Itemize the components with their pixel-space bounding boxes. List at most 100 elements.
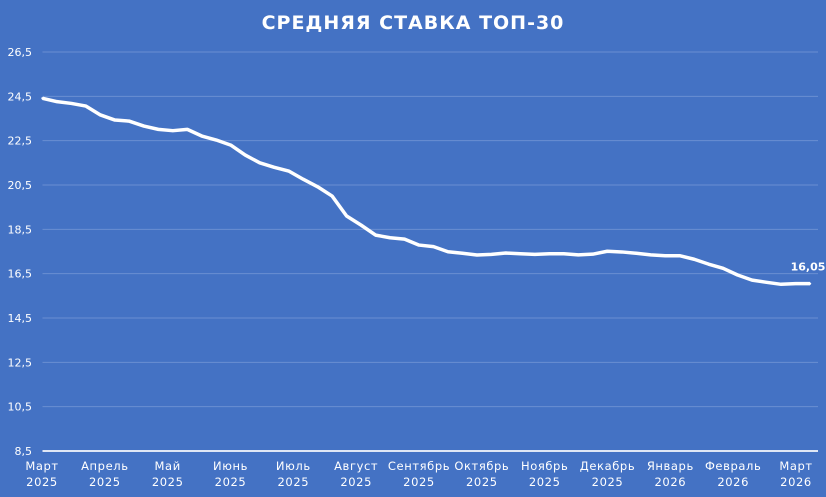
data-point xyxy=(678,254,681,257)
x-tick-label: Февраль 2026 xyxy=(705,459,761,489)
data-point xyxy=(475,253,479,257)
y-tick-label: 14,5 xyxy=(8,312,33,325)
data-point xyxy=(388,236,392,239)
x-tick-month: Октябрь xyxy=(454,459,509,473)
data-point xyxy=(663,254,667,257)
data-point xyxy=(779,283,783,286)
x-tick-month: Апрель xyxy=(81,459,129,473)
series-line xyxy=(42,96,810,287)
data-point xyxy=(794,282,797,285)
x-tick-year: 2025 xyxy=(592,475,624,489)
y-tick-label: 20,5 xyxy=(8,179,33,192)
data-point xyxy=(562,252,566,255)
data-point xyxy=(229,143,232,147)
x-tick-month: Февраль xyxy=(705,459,761,473)
data-point xyxy=(287,169,290,173)
x-tick-label: Август 2025 xyxy=(334,459,378,489)
x-tick-label: Июль 2025 xyxy=(276,459,311,489)
data-point xyxy=(577,253,580,257)
data-point xyxy=(765,281,768,284)
data-point xyxy=(84,104,88,108)
data-point xyxy=(215,138,218,142)
data-point xyxy=(345,214,348,218)
x-tick-year: 2025 xyxy=(403,475,435,489)
data-point xyxy=(359,223,363,227)
data-point xyxy=(591,252,594,256)
x-tick-label: Сентябрь 2025 xyxy=(388,459,450,489)
y-tick-label: 18,5 xyxy=(8,223,33,236)
data-point xyxy=(258,161,261,165)
data-point xyxy=(504,251,508,255)
x-tick-label: Март 2026 xyxy=(779,459,812,489)
data-point xyxy=(649,253,652,257)
x-tick-month: Сентябрь xyxy=(388,459,450,473)
data-point xyxy=(736,273,739,277)
x-tick-year: 2026 xyxy=(717,475,749,489)
data-point xyxy=(750,278,754,282)
data-point xyxy=(244,153,247,157)
data-point xyxy=(99,113,102,117)
data-point xyxy=(200,134,203,138)
data-point xyxy=(692,258,696,261)
data-point xyxy=(446,250,450,253)
data-point xyxy=(272,166,276,169)
y-tick-label: 26,5 xyxy=(8,46,33,59)
x-tick-month: Август xyxy=(334,459,378,473)
y-tick-label: 16,5 xyxy=(8,268,33,281)
data-point xyxy=(635,252,638,255)
data-point xyxy=(113,118,117,122)
last-value-label: 16,05 xyxy=(791,261,826,274)
data-point xyxy=(70,102,73,105)
x-tick-label: Июнь 2025 xyxy=(213,459,248,489)
x-tick-month: Декабрь xyxy=(580,459,635,473)
data-point xyxy=(548,252,551,255)
x-tick-year: 2026 xyxy=(780,475,812,489)
data-point xyxy=(330,194,334,198)
y-tick-label: 12,5 xyxy=(8,356,33,369)
y-tick-label: 22,5 xyxy=(8,135,33,148)
data-point xyxy=(620,250,623,254)
data-point xyxy=(721,267,725,270)
x-tick-year: 2026 xyxy=(654,475,686,489)
y-tick-label: 8,5 xyxy=(15,445,33,458)
x-tick-year: 2025 xyxy=(277,475,309,489)
x-tick-year: 2025 xyxy=(529,475,561,489)
x-tick-year: 2025 xyxy=(152,475,184,489)
x-tick-label: Апрель 2025 xyxy=(81,459,129,489)
data-point xyxy=(301,178,305,181)
data-point xyxy=(157,128,160,131)
x-tick-month: Май xyxy=(155,459,181,473)
x-tick-year: 2025 xyxy=(215,475,247,489)
data-point xyxy=(417,243,421,247)
data-point xyxy=(533,253,537,256)
x-tick-label: Январь 2026 xyxy=(647,459,694,489)
data-point xyxy=(186,128,189,131)
x-tick-month: Январь xyxy=(647,459,694,473)
x-tick-year: 2025 xyxy=(26,475,58,489)
data-point xyxy=(128,119,131,123)
data-point xyxy=(432,245,435,248)
data-point xyxy=(461,252,464,255)
data-point xyxy=(519,252,522,255)
x-tick-label: Декабрь 2025 xyxy=(580,459,635,489)
x-tick-year: 2025 xyxy=(466,475,498,489)
x-tick-month: Июль xyxy=(276,459,311,473)
data-point xyxy=(707,262,710,266)
data-point xyxy=(41,97,44,100)
x-tick-label: Октябрь 2025 xyxy=(454,459,509,489)
y-tick-label: 24,5 xyxy=(8,90,33,103)
data-point xyxy=(606,250,609,253)
x-tick-year: 2025 xyxy=(340,475,372,489)
data-point xyxy=(490,253,493,256)
x-tick-month: Июнь xyxy=(213,459,248,473)
data-point xyxy=(808,282,812,285)
data-point xyxy=(142,124,146,128)
data-point xyxy=(55,100,59,103)
y-tick-label: 10,5 xyxy=(8,401,33,414)
data-point xyxy=(316,185,319,188)
x-tick-label: Ноябрь 2025 xyxy=(521,459,568,489)
x-tick-year: 2025 xyxy=(89,475,121,489)
x-tick-month: Март xyxy=(779,459,812,473)
x-tick-month: Ноябрь xyxy=(521,459,568,473)
